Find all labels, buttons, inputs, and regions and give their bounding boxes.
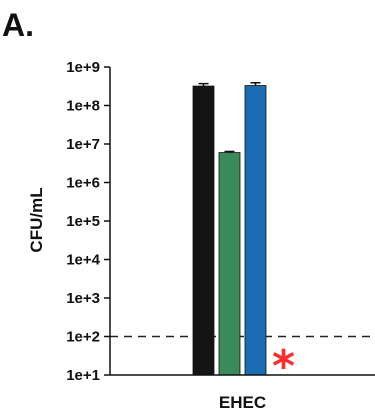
bars (192, 85, 267, 376)
y-tick-label-6: 1e+7 (66, 136, 100, 153)
annotations: * (272, 341, 295, 392)
bar-2 (244, 85, 267, 376)
y-tick-label-3: 1e+4 (66, 252, 100, 269)
y-axis-title: CFU/mL (27, 187, 46, 252)
category-labels: EHEC (219, 393, 266, 412)
category-label-0: EHEC (219, 393, 266, 412)
y-tick-label-0: 1e+1 (66, 367, 100, 384)
y-tick-label-4: 1e+5 (66, 213, 100, 230)
y-tick-label-1: 1e+2 (66, 329, 100, 346)
significance-asterisk: * (272, 341, 295, 392)
panel-label: A. (2, 7, 34, 43)
error-bars (198, 81, 261, 153)
y-tick-label-5: 1e+6 (66, 175, 100, 192)
y-tick-label-2: 1e+3 (66, 290, 100, 307)
y-tick-label-8: 1e+9 (66, 59, 100, 76)
bar-1 (218, 152, 241, 376)
y-ticks: 1e+1 1e+2 1e+3 1e+4 1e+5 1e+6 1e+7 1e+8 1e+9 (66, 59, 110, 384)
bar-0 (192, 85, 215, 376)
y-tick-label-7: 1e+8 (66, 98, 100, 115)
